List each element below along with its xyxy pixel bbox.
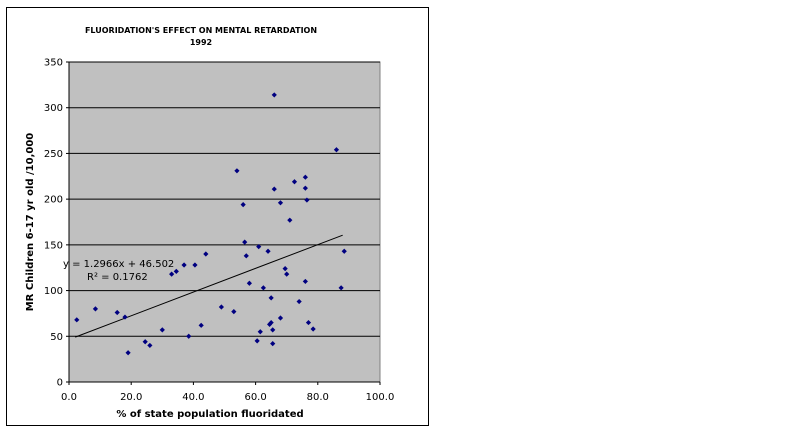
data-point-43 — [302, 278, 308, 285]
chart-title: FLUORIDATION'S EFFECT ON MENTAL RETARDAT… — [85, 26, 317, 35]
data-point-37 — [284, 271, 290, 277]
data-point-30 — [270, 327, 276, 333]
data-point-25 — [260, 285, 266, 291]
data-point-8 — [169, 271, 175, 277]
data-point-22 — [254, 338, 260, 344]
data-point-42 — [302, 185, 308, 191]
x-tick-label-1: 20.0 — [120, 392, 142, 403]
data-point-11 — [186, 333, 192, 339]
data-point-3 — [122, 314, 128, 320]
x-tick-label-2: 40.0 — [182, 392, 204, 403]
data-point-0 — [74, 317, 80, 323]
y-tick-label-3: 150 — [44, 240, 63, 251]
data-point-7 — [159, 327, 165, 333]
trendline-equation: y = 1.2966x + 46.502 — [63, 259, 174, 270]
data-point-28 — [268, 319, 274, 326]
data-point-35 — [277, 315, 284, 321]
data-point-5 — [142, 339, 148, 345]
x-tick-labels: 0.0 20.0 40.0 60.0 80.0 100.0 — [61, 382, 394, 403]
x-tick-label-0: 0.0 — [61, 392, 77, 403]
data-point-17 — [234, 168, 240, 174]
data-point-32 — [271, 92, 277, 98]
data-point-15 — [218, 304, 224, 310]
data-point-6 — [147, 342, 153, 349]
data-point-10 — [181, 262, 187, 268]
y-tick-label-0: 0 — [57, 378, 63, 389]
y-axis-title: MR Children 6-17 yr old /10,000 — [25, 133, 36, 312]
data-point-49 — [341, 248, 347, 254]
data-point-2 — [114, 309, 120, 316]
x-tick-label-3: 60.0 — [244, 392, 266, 403]
data-point-39 — [291, 179, 298, 185]
data-point-19 — [242, 239, 248, 245]
data-point-26 — [265, 248, 271, 254]
scatter-chart: FLUORIDATION'S EFFECT ON MENTAL RETARDAT… — [25, 26, 394, 420]
data-point-34 — [277, 200, 284, 206]
data-point-18 — [240, 202, 246, 208]
data-point-44 — [304, 197, 310, 203]
data-point-47 — [333, 147, 340, 153]
data-point-27 — [266, 321, 273, 327]
data-point-29 — [268, 295, 274, 301]
data-point-21 — [246, 280, 252, 286]
data-point-41 — [302, 174, 308, 180]
data-point-9 — [173, 268, 179, 274]
data-point-45 — [305, 319, 312, 326]
y-tick-label-4: 200 — [44, 195, 63, 206]
data-point-1 — [92, 306, 99, 312]
gridlines — [68, 61, 380, 383]
data-point-46 — [310, 326, 316, 332]
chart-subtitle: 1992 — [190, 38, 212, 47]
data-point-13 — [198, 322, 204, 328]
chart-frame: FLUORIDATION'S EFFECT ON MENTAL RETARDAT… — [6, 7, 429, 426]
data-point-4 — [125, 350, 131, 356]
y-tick-label-5: 250 — [44, 149, 63, 160]
data-point-48 — [338, 285, 344, 291]
data-point-31 — [270, 341, 276, 347]
y-tick-label-1: 50 — [50, 332, 63, 343]
data-point-12 — [192, 262, 198, 268]
trendline-group — [75, 234, 343, 338]
y-tick-label-2: 100 — [44, 286, 63, 297]
trendline — [75, 234, 343, 338]
data-point-20 — [243, 253, 249, 259]
trendline-r-squared: R² = 0.1762 — [87, 272, 148, 283]
data-point-33 — [271, 186, 277, 192]
data-point-16 — [231, 309, 237, 315]
y-tick-label-7: 350 — [44, 58, 63, 69]
x-tick-label-4: 80.0 — [307, 392, 329, 403]
data-point-40 — [296, 298, 302, 305]
x-tick-label-5: 100.0 — [366, 392, 395, 403]
data-point-38 — [287, 217, 293, 223]
x-axis-title: % of state population fluoridated — [116, 409, 303, 420]
plot-area — [68, 61, 381, 383]
data-point-14 — [203, 251, 209, 257]
data-point-36 — [282, 266, 288, 272]
y-tick-label-6: 300 — [44, 103, 63, 114]
y-tick-labels: 0 50 100 150 200 250 300 350 — [44, 58, 69, 389]
